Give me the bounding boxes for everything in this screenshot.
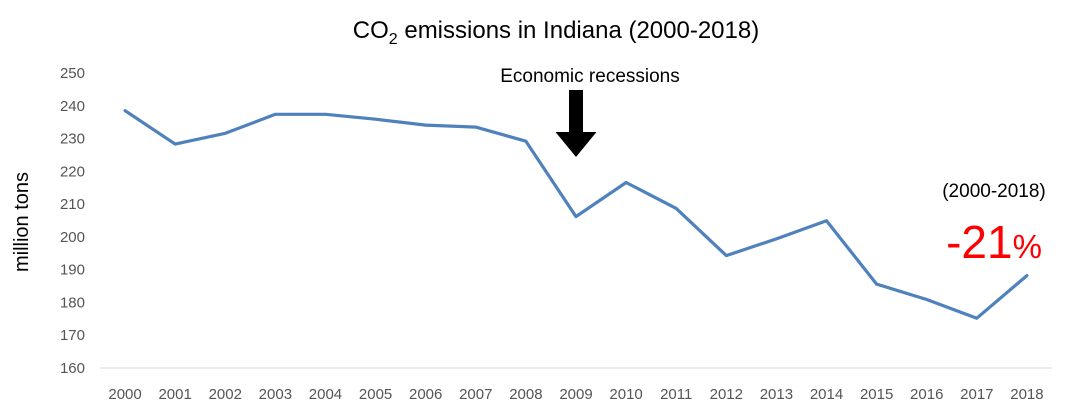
y-tick-label: 180 [60, 294, 85, 311]
x-tick-label: 2014 [810, 386, 843, 403]
period-label: (2000-2018) [942, 181, 1046, 202]
x-tick-label: 2005 [359, 386, 392, 403]
y-tick-label: 230 [60, 131, 85, 148]
change-value: -21 [946, 216, 1012, 268]
y-axis-label: million tons [11, 172, 33, 272]
x-tick-label: 2002 [209, 386, 242, 403]
y-tick-label: 250 [60, 65, 85, 82]
y-tick-label: 220 [60, 163, 85, 180]
y-axis-ticks: 160 170 180 190 200 210 220 230 240 250 [60, 65, 85, 377]
x-tick-label: 2003 [259, 386, 292, 403]
chart-title: CO2 emissions in Indiana (2000-2018) [353, 17, 759, 48]
x-tick-label: 2016 [910, 386, 943, 403]
series-layer [123, 109, 1029, 320]
x-tick-label: 2006 [409, 386, 442, 403]
x-tick-label: 2008 [509, 386, 542, 403]
x-axis-ticks: 2000 2001 2002 2003 2004 2005 2006 2007 2008 2009… [108, 386, 1043, 403]
change-percentage: -21% [946, 216, 1042, 268]
x-tick-label: 2015 [860, 386, 893, 403]
x-tick-label: 2000 [108, 386, 141, 403]
x-tick-label: 2012 [710, 386, 743, 403]
y-tick-label: 160 [60, 360, 85, 377]
x-tick-label: 2001 [158, 386, 191, 403]
down-arrow-icon [555, 90, 597, 157]
x-tick-label: 2009 [559, 386, 592, 403]
y-tick-label: 190 [60, 262, 85, 279]
y-tick-label: 210 [60, 196, 85, 213]
x-tick-label: 2007 [459, 386, 492, 403]
y-tick-label: 170 [60, 327, 85, 344]
x-tick-label: 2004 [309, 386, 342, 403]
x-tick-label: 2010 [609, 386, 642, 403]
x-tick-label: 2018 [1010, 386, 1043, 403]
x-tick-label: 2011 [660, 386, 692, 403]
y-tick-label: 200 [60, 229, 85, 246]
x-tick-label: 2013 [760, 386, 793, 403]
series-line [123, 109, 1029, 320]
recession-annotation-label: Economic recessions [500, 66, 680, 87]
x-tick-label: 2017 [960, 386, 993, 403]
y-tick-label: 240 [60, 98, 85, 115]
change-unit: % [1013, 228, 1042, 265]
